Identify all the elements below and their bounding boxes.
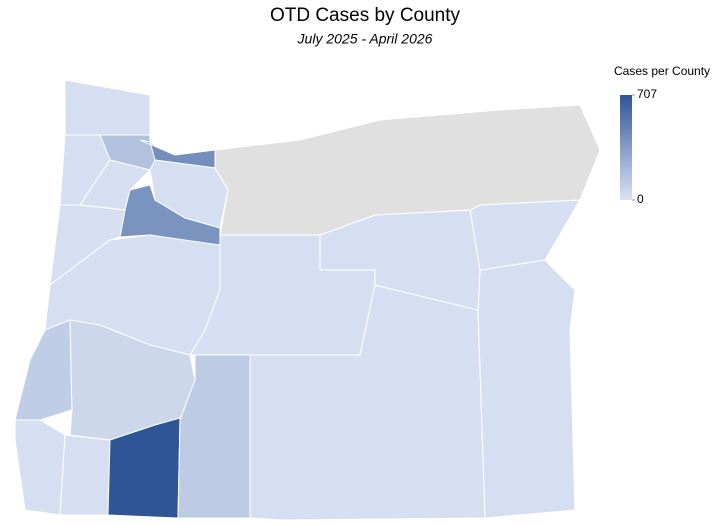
county <box>59 434 111 516</box>
county <box>469 199 581 271</box>
county <box>64 79 151 136</box>
chart-title: OTD Cases by County <box>270 5 461 26</box>
county <box>214 104 601 236</box>
legend-tick-label: 707 <box>637 87 657 101</box>
county <box>14 319 73 421</box>
map <box>14 79 601 521</box>
county <box>477 259 576 519</box>
legend-title: Cases per County <box>614 64 710 78</box>
chart-subtitle: July 2025 - April 2026 <box>297 31 433 47</box>
county <box>14 419 66 516</box>
color-bar <box>620 95 632 200</box>
legend-tick-label: 0 <box>637 192 644 206</box>
